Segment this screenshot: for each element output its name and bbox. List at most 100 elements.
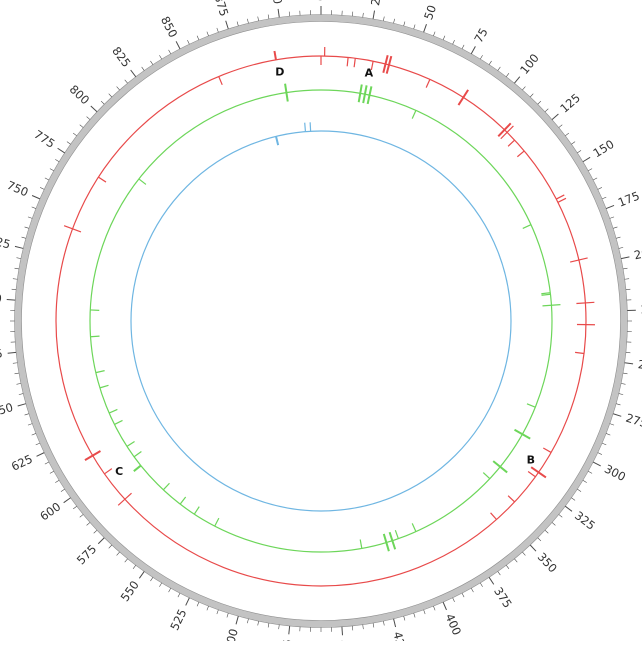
minor-tick [227, 613, 228, 617]
minor-tick [87, 522, 90, 525]
minor-tick [87, 117, 90, 120]
minor-tick [443, 36, 445, 40]
minor-tick [588, 471, 592, 473]
feature-mark-green [515, 430, 531, 439]
axis-label: 250 [637, 357, 642, 374]
minor-tick [610, 217, 614, 219]
minor-tick [80, 514, 83, 517]
feature-mark-green [180, 497, 185, 504]
minor-tick [522, 552, 525, 555]
minor-tick [383, 17, 384, 21]
minor-tick [498, 67, 501, 71]
feature-mark-red [347, 57, 348, 66]
minor-tick [101, 101, 104, 104]
minor-tick [50, 471, 54, 473]
minor-tick [142, 67, 145, 71]
feature-mark-green [542, 294, 551, 295]
feature-mark-blue [276, 136, 278, 145]
minor-tick [28, 217, 32, 219]
minor-tick [13, 363, 17, 364]
track-red [56, 47, 595, 586]
minor-tick [15, 268, 19, 269]
minor-tick [559, 514, 562, 517]
minor-tick [25, 414, 29, 415]
axis-label: 300 [602, 462, 628, 485]
minor-tick [247, 19, 248, 23]
minor-tick [28, 424, 32, 426]
axis-label: 700 [0, 290, 2, 305]
axis-label: 50 [421, 3, 439, 21]
major-tick [32, 196, 40, 199]
major-tick [186, 598, 190, 606]
feature-mark-green [134, 451, 141, 456]
minor-tick [623, 268, 627, 269]
minor-tick [522, 87, 525, 90]
minor-tick [45, 462, 49, 464]
minor-tick [80, 125, 83, 128]
minor-tick [197, 602, 199, 606]
minor-tick [538, 538, 541, 541]
major-tick [394, 619, 396, 627]
minor-tick [577, 150, 581, 152]
minor-tick [588, 169, 592, 171]
minor-tick [207, 32, 209, 36]
major-tick [593, 462, 601, 466]
major-tick [471, 46, 475, 53]
feature-mark-green [542, 305, 560, 306]
minor-tick [61, 489, 65, 491]
minor-tick [125, 80, 128, 83]
feature-mark-green [139, 179, 146, 185]
major-tick [91, 106, 97, 112]
minor-tick [462, 45, 464, 49]
minor-tick [363, 625, 364, 629]
region-label-a: A [365, 67, 374, 80]
major-tick [15, 246, 23, 248]
major-tick [552, 114, 558, 120]
major-tick [176, 41, 180, 49]
axis-label: 500 [222, 627, 241, 641]
axis-label: 850 [158, 14, 181, 40]
minor-tick [565, 133, 569, 136]
minor-tick [394, 19, 395, 23]
major-tick [8, 352, 16, 353]
feature-mark-red [576, 302, 594, 303]
minor-tick [19, 394, 23, 395]
feature-mark-green [100, 385, 109, 388]
major-tick [342, 627, 343, 635]
major-tick [278, 9, 279, 17]
feature-mark-green [91, 336, 100, 337]
feature-mark-red [64, 226, 81, 232]
minor-tick [268, 15, 269, 19]
minor-tick [471, 588, 473, 592]
minor-tick [217, 610, 219, 614]
axis-label: 425 [390, 630, 409, 641]
minor-tick [480, 55, 482, 59]
minor-tick [178, 593, 180, 597]
minor-tick [268, 623, 269, 627]
feature-mark-red [575, 352, 584, 353]
feature-mark-red [458, 90, 468, 105]
minor-tick [13, 279, 17, 280]
minor-tick [506, 73, 509, 77]
minor-tick [602, 197, 606, 199]
track-circle-red [56, 56, 586, 586]
feature-mark-red [274, 51, 276, 60]
minor-tick [237, 22, 238, 26]
major-tick [530, 545, 536, 551]
axis-label: 75 [471, 26, 490, 46]
axis-label: 825 [109, 44, 133, 70]
major-tick [289, 626, 290, 634]
minor-tick [414, 613, 415, 617]
axis-label: 675 [0, 346, 3, 362]
feature-mark-green [163, 483, 169, 490]
feature-mark-green [285, 84, 288, 102]
backbone-inner-edge [22, 22, 621, 621]
minor-tick [117, 87, 120, 90]
backbone-circle [18, 18, 624, 624]
minor-tick [117, 552, 120, 555]
major-tick [514, 77, 519, 84]
feature-mark-green [109, 409, 117, 413]
minor-tick [279, 625, 280, 629]
minor-tick [498, 571, 501, 575]
